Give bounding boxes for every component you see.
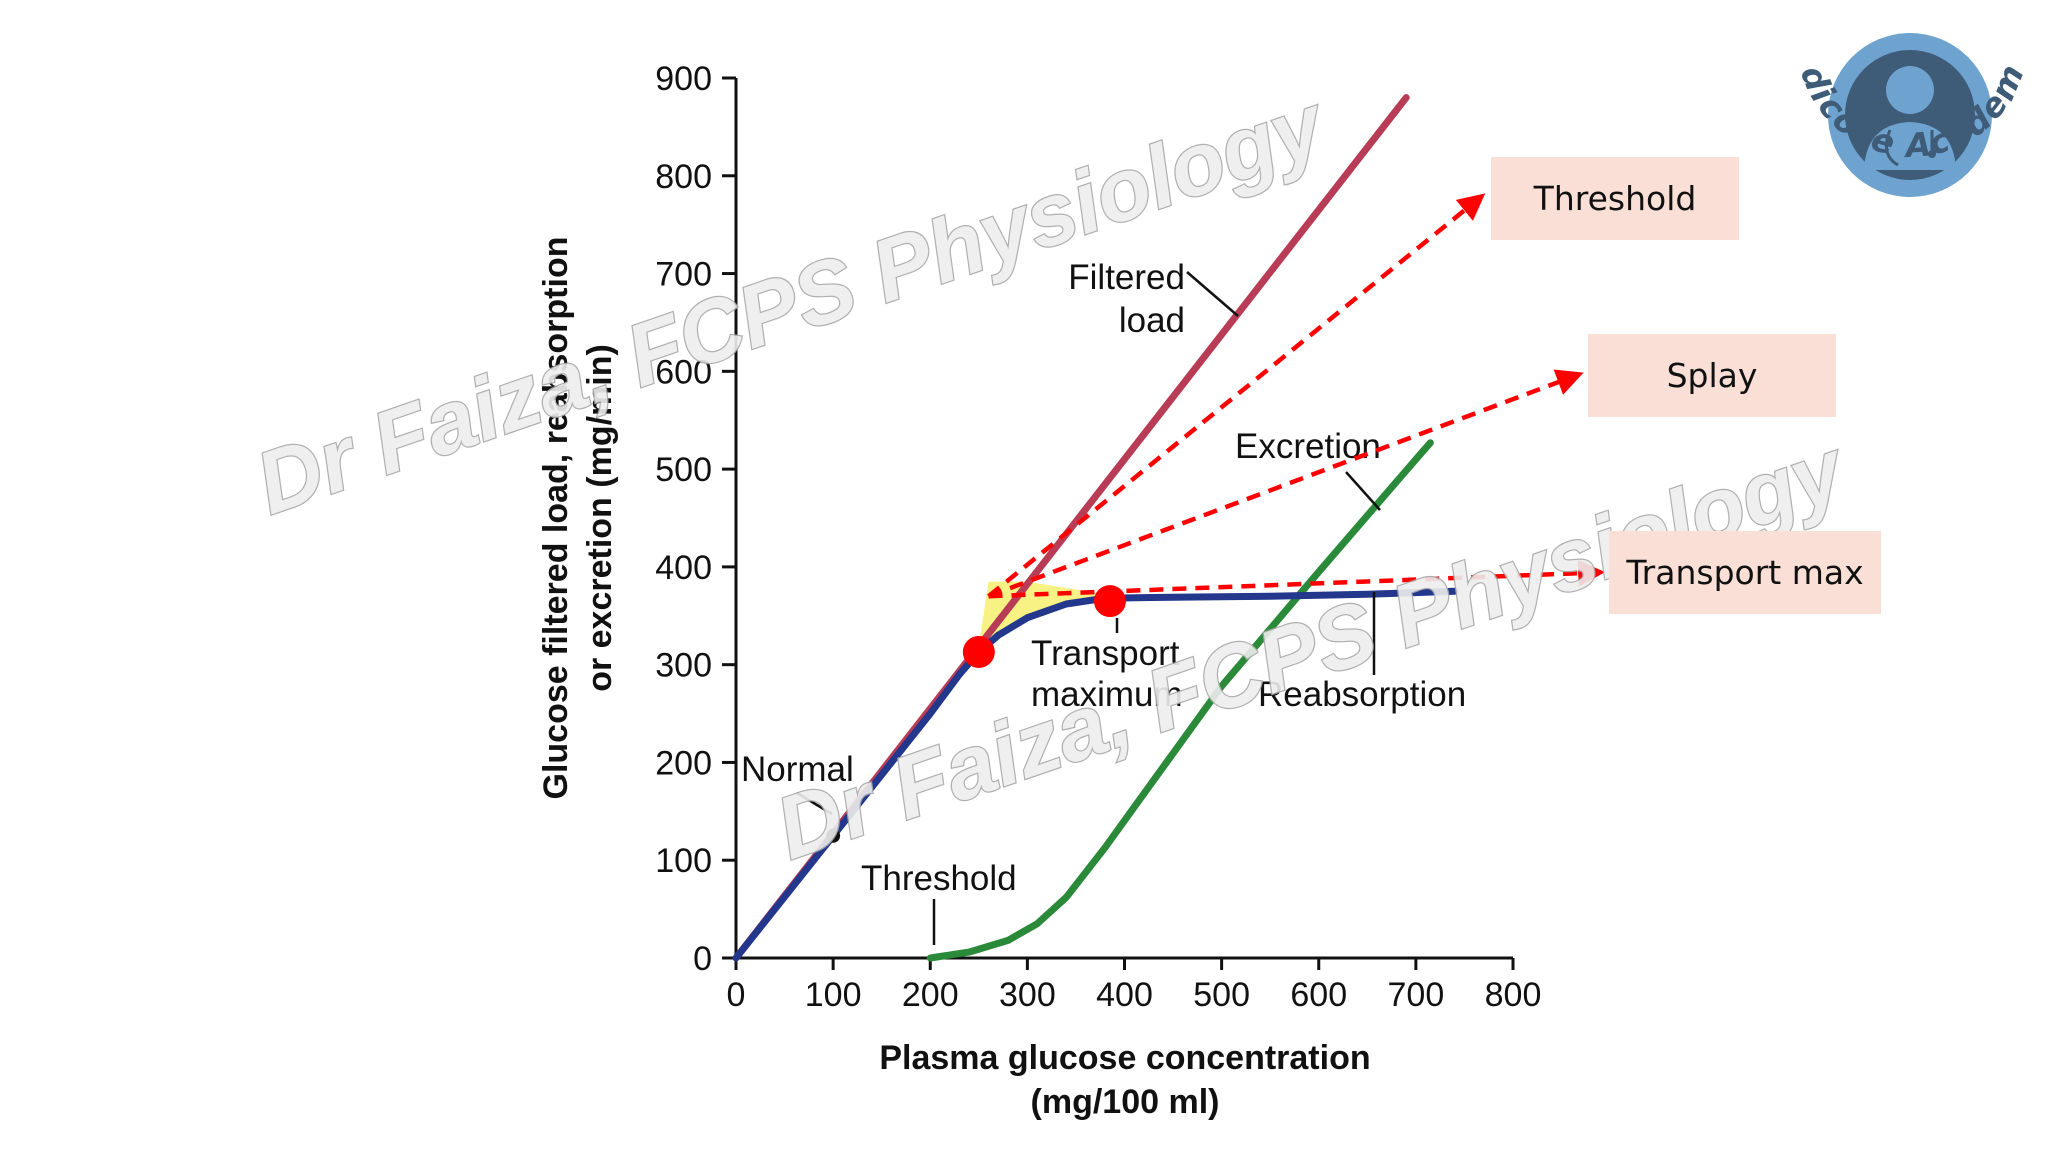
callout-threshold: Threshold bbox=[1491, 157, 1739, 240]
arrow-to-threshold bbox=[987, 193, 1486, 598]
x-tick-label: 500 bbox=[1193, 976, 1250, 1014]
x-tick-label: 300 bbox=[999, 976, 1056, 1014]
y-tick-label: 700 bbox=[655, 256, 712, 294]
callout-threshold-text: Threshold bbox=[1533, 179, 1697, 218]
x-tick-label: 200 bbox=[902, 976, 959, 1014]
label-normal: Normal bbox=[741, 750, 854, 789]
label-filtered-load-line2: load bbox=[1119, 301, 1185, 340]
callout-transport-max-text: Transport max bbox=[1626, 553, 1864, 592]
y-tick-label: 800 bbox=[655, 158, 712, 196]
watermark-lower: Dr Faiza, FCPS Physiology bbox=[764, 418, 1859, 878]
y-tick-label: 500 bbox=[655, 451, 712, 489]
x-axis-title-line1: Plasma glucose concentration bbox=[879, 1039, 1370, 1077]
x-tick-label: 800 bbox=[1485, 976, 1542, 1014]
y-axis-title-line2: or excretion (mg/min) bbox=[581, 344, 619, 692]
x-tick-label: 600 bbox=[1290, 976, 1347, 1014]
threshold-point-marker bbox=[962, 635, 995, 668]
splay-highlight-region bbox=[978, 581, 1106, 652]
x-tick-label: 700 bbox=[1388, 976, 1445, 1014]
y-axis-title-line1: Glucose filtered load, reabsorption bbox=[537, 237, 575, 800]
y-tick-label: 900 bbox=[655, 60, 712, 98]
callout-splay-text: Splay bbox=[1666, 356, 1758, 395]
label-excretion: Excretion bbox=[1235, 427, 1381, 466]
x-tick-label: 100 bbox=[805, 976, 862, 1014]
y-tick-label: 300 bbox=[655, 647, 712, 685]
person-head-icon bbox=[1886, 66, 1934, 114]
y-ticks: 0 100 200 300 400 500 600 700 800 900 bbox=[655, 60, 736, 978]
x-axis-title-line2: (mg/100 ml) bbox=[1031, 1083, 1220, 1121]
x-tick-label: 0 bbox=[727, 976, 746, 1014]
label-threshold: Threshold bbox=[861, 859, 1017, 898]
series-reabsorption-line bbox=[732, 587, 1459, 962]
stethoscope-icon bbox=[1884, 129, 1934, 167]
series-excretion-line bbox=[926, 439, 1434, 962]
logo: Medicose Academics bbox=[1780, 20, 2031, 197]
arrow-to-tmax bbox=[988, 559, 1606, 599]
y-tick-label: 600 bbox=[655, 353, 712, 391]
label-transport-maximum-line2: maximum bbox=[1031, 675, 1183, 714]
dashed-arrows bbox=[987, 193, 1606, 599]
x-tick-label: 400 bbox=[1096, 976, 1153, 1014]
label-leader-lines bbox=[796, 271, 1381, 945]
transport-max-point-marker bbox=[1093, 585, 1126, 618]
y-tick-label: 400 bbox=[655, 549, 712, 587]
callout-transport-max: Transport max bbox=[1609, 531, 1881, 614]
label-filtered-load-line1: Filtered bbox=[1068, 258, 1185, 297]
x-ticks: 0 100 200 300 400 500 600 700 800 bbox=[727, 958, 1542, 1014]
y-tick-label: 0 bbox=[693, 940, 712, 978]
y-tick-label: 200 bbox=[655, 744, 712, 782]
arrow-to-splay bbox=[987, 369, 1584, 599]
label-reabsorption: Reabsorption bbox=[1258, 675, 1466, 714]
label-transport-maximum-line1: Transport bbox=[1031, 634, 1180, 673]
normal-point-marker bbox=[826, 828, 841, 843]
y-tick-label: 100 bbox=[655, 842, 712, 880]
callout-splay: Splay bbox=[1588, 334, 1836, 417]
